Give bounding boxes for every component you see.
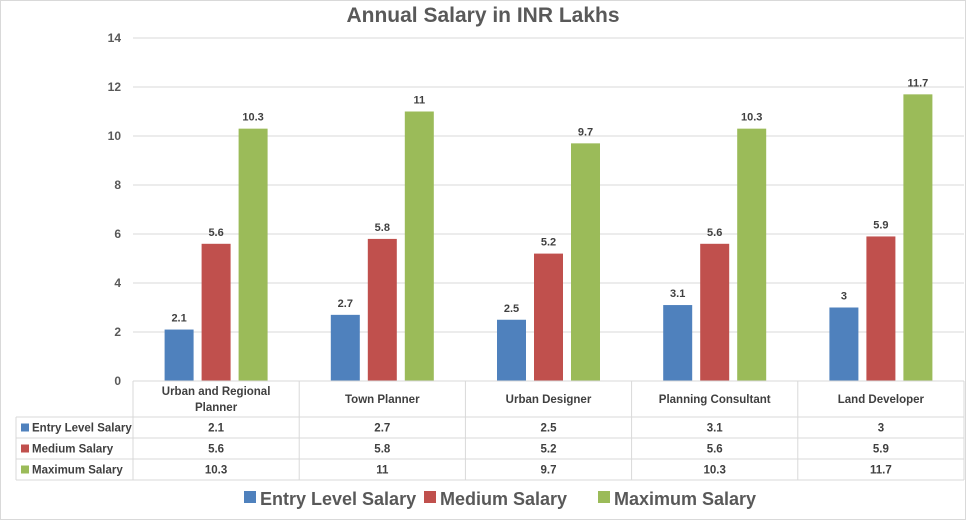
table-cell-value: 10.3 (704, 465, 726, 477)
y-tick-label: 2 (114, 325, 121, 339)
bar (164, 329, 194, 381)
bar (866, 236, 896, 381)
data-label: 2.5 (504, 303, 519, 315)
series-row-label: Medium Salary (32, 444, 114, 456)
table-cell-value: 2.5 (541, 423, 558, 435)
table-cell-value: 3.1 (707, 423, 724, 435)
bar (367, 238, 397, 381)
table-cell-value: 10.3 (205, 465, 227, 477)
y-tick-label: 8 (114, 178, 121, 192)
category-label: Land Developer (838, 394, 925, 406)
data-label: 5.6 (707, 227, 722, 239)
y-tick-label: 6 (114, 227, 121, 241)
table-cell-value: 5.6 (707, 444, 723, 456)
bar (330, 314, 360, 381)
y-tick-label: 0 (114, 374, 121, 388)
bar (571, 143, 600, 381)
data-label: 2.1 (171, 313, 186, 325)
data-label: 9.7 (578, 126, 593, 138)
legend: Entry Level Salary Medium Salary Maximum S… (244, 489, 756, 509)
bar (700, 243, 730, 381)
data-table: Urban and Regional Planner Town Planner Urb… (15, 380, 965, 481)
table-cell-value: 11.7 (870, 465, 892, 477)
series-key-swatch (21, 465, 29, 474)
series-key-swatch (21, 444, 29, 453)
category-label: Urban and Regional (162, 386, 271, 398)
series-key-swatch (21, 423, 29, 432)
table-cell-value: 5.2 (541, 444, 557, 456)
legend-label: Entry Level Salary (260, 489, 416, 509)
legend-label: Maximum Salary (614, 489, 756, 509)
legend-swatch (244, 491, 256, 503)
legend-swatch (598, 491, 610, 503)
category-label: Planning Consultant (659, 394, 771, 406)
table-cell-value: 2.1 (208, 423, 225, 435)
bar (238, 128, 268, 381)
table-cell-value: 9.7 (541, 465, 557, 477)
category-label: Urban Designer (506, 394, 592, 406)
data-label: 2.7 (338, 298, 353, 310)
table-cell-value: 2.7 (374, 423, 390, 435)
legend-swatch (424, 491, 436, 503)
y-tick-label: 14 (108, 31, 122, 45)
category-label: Town Planner (345, 394, 420, 406)
bar (903, 94, 933, 381)
table-cell-value: 11 (376, 465, 389, 477)
data-label: 5.8 (375, 222, 390, 234)
bar (829, 307, 859, 381)
bar (497, 319, 526, 381)
y-tick-label: 12 (108, 80, 122, 94)
series-row-label: Entry Level Salary (32, 423, 132, 435)
bar (663, 305, 693, 381)
chart-title: Annual Salary in INR Lakhs (346, 4, 620, 27)
legend-label: Medium Salary (440, 489, 567, 509)
data-label: 5.2 (541, 237, 556, 249)
table-cell-value: 3 (878, 423, 884, 435)
series-row-label: Maximum Salary (32, 465, 123, 477)
table-cell-value: 5.9 (873, 444, 889, 456)
data-label: 5.9 (873, 219, 888, 231)
category-label: Planner (195, 402, 238, 414)
data-label: 10.3 (242, 112, 263, 124)
table-cell-value: 5.6 (208, 444, 224, 456)
bar (737, 128, 767, 381)
y-tick-label: 4 (114, 276, 121, 290)
data-label: 11 (413, 95, 425, 107)
data-label: 5.6 (208, 227, 223, 239)
bar (201, 243, 231, 381)
data-label: 10.3 (741, 112, 762, 124)
bar (404, 111, 434, 381)
bar (534, 253, 563, 381)
data-label: 11.7 (907, 77, 928, 89)
data-label: 3 (841, 291, 847, 303)
table-cell-value: 5.8 (374, 444, 391, 456)
y-tick-label: 10 (108, 129, 122, 143)
data-label: 3.1 (670, 288, 685, 300)
